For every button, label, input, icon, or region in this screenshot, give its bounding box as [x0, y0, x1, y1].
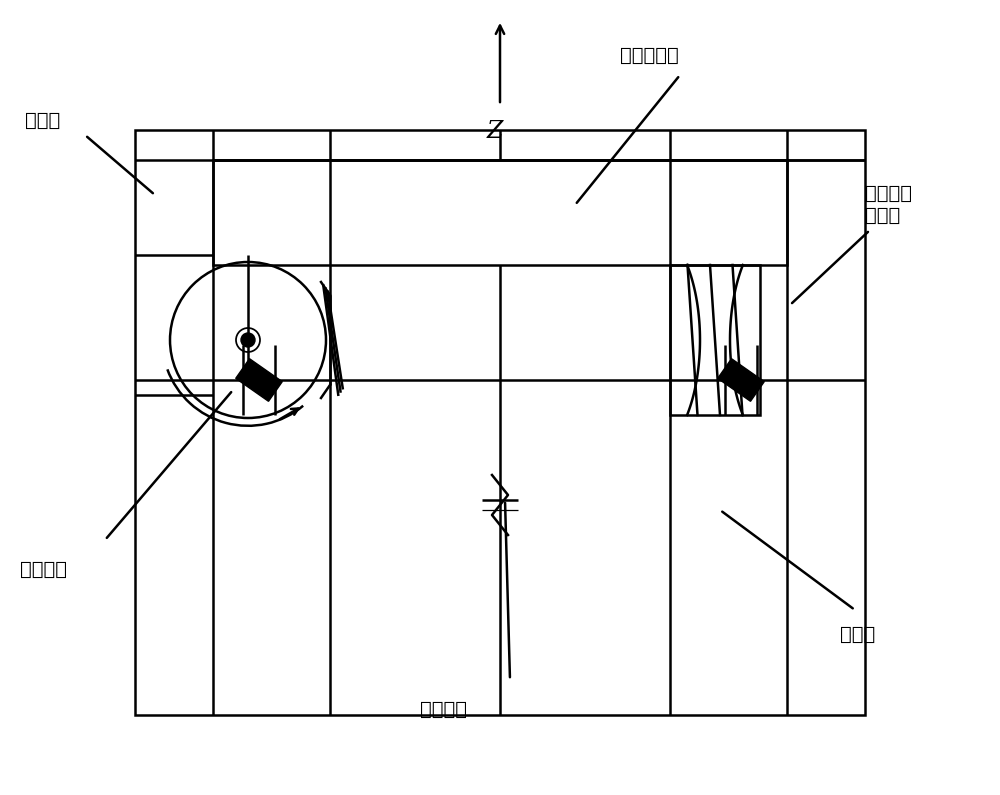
Text: 交叉滚子
轴承环: 交叉滚子 轴承环 — [865, 184, 912, 225]
Bar — [135, 130, 865, 715]
Text: 外笱体: 外笱体 — [25, 111, 60, 130]
Text: 导热装置: 导热装置 — [420, 700, 467, 719]
Text: 探测器组件: 探测器组件 — [620, 46, 679, 65]
Polygon shape — [718, 359, 764, 401]
Text: 内笱体: 内笱体 — [840, 625, 875, 644]
Bar — [213, 160, 787, 265]
Text: Z: Z — [487, 120, 503, 143]
Circle shape — [241, 333, 255, 347]
Text: 蜃轮蜃杆: 蜃轮蜃杆 — [20, 560, 67, 579]
Polygon shape — [236, 359, 282, 401]
Bar — [670, 265, 760, 415]
